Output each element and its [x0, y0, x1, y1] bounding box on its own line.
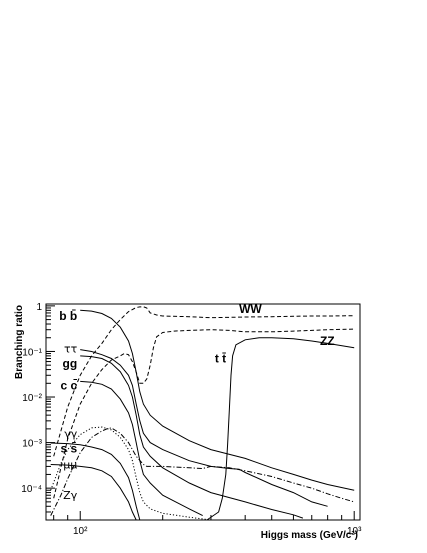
y-tick-label: 10⁻¹ [22, 347, 42, 358]
series-label: WW [239, 302, 262, 316]
series-line [53, 306, 355, 457]
series-label: μμ [63, 459, 77, 472]
series-line [80, 380, 203, 517]
series-line [53, 328, 355, 499]
plot-frame [45, 303, 361, 521]
series-line [206, 337, 355, 521]
y-tick-label: 1 [36, 302, 42, 313]
y-tick-label: 10⁻² [22, 393, 42, 404]
series-label: gg [63, 356, 78, 370]
x-axis-title: Higgs mass (GeV/c²) [261, 530, 358, 541]
curves [50, 306, 355, 521]
x-tick-label: 10³ [347, 526, 362, 537]
series-label: γγ [64, 427, 78, 440]
series-label: b b̄ [59, 309, 77, 323]
series-line [50, 427, 355, 516]
series-label: Zγ [63, 489, 78, 502]
x-tick-label: 10² [73, 526, 88, 537]
series-line [80, 349, 328, 507]
series-label: ZZ [320, 334, 335, 348]
series-line [50, 426, 211, 521]
series-line [50, 442, 141, 521]
series-line [80, 309, 355, 491]
y-tick-label: 10⁻⁴ [21, 484, 42, 495]
series-label: s s̄ [61, 441, 78, 455]
series-line [80, 355, 304, 519]
series-label: t t̄ [215, 352, 226, 366]
axis-ticks: 10² 10³ 1 10⁻¹ 10⁻² 10⁻³ 10⁻⁴ [21, 302, 362, 537]
y-tick-label: 10⁻³ [22, 439, 42, 450]
series-label: ττ [64, 343, 78, 356]
series-label: c c̄ [61, 378, 78, 392]
y-axis-title: Branching ratio [14, 305, 25, 379]
